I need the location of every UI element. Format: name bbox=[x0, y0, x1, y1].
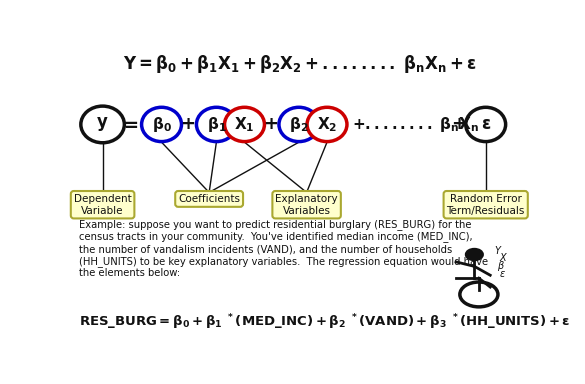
Text: $\mathbf{+}$: $\mathbf{+}$ bbox=[180, 116, 195, 133]
Text: $\mathbf{y}$: $\mathbf{y}$ bbox=[97, 116, 109, 133]
Text: $\mathbf{X_2}$: $\mathbf{X_2}$ bbox=[317, 115, 337, 134]
Ellipse shape bbox=[307, 107, 347, 142]
Ellipse shape bbox=[197, 107, 236, 142]
Text: Coefficients: Coefficients bbox=[178, 194, 240, 204]
Text: $\mathbf{\beta_0}$: $\mathbf{\beta_0}$ bbox=[152, 115, 171, 134]
Ellipse shape bbox=[81, 106, 125, 143]
Text: Example: suppose you want to predict residential burglary (RES_BURG) for the
cen: Example: suppose you want to predict res… bbox=[78, 219, 488, 278]
Text: $\mathbf{X_1}$: $\mathbf{X_1}$ bbox=[234, 115, 255, 134]
Text: $\varepsilon$: $\varepsilon$ bbox=[499, 269, 506, 279]
Text: $\mathbf{RES\_BURG = \beta_0 + \beta_1}$$\mathbf{\ ^* (MED\_INC) + \beta_2}$$\ma: $\mathbf{RES\_BURG = \beta_0 + \beta_1}$… bbox=[78, 312, 570, 332]
Text: $\mathbf{\varepsilon}$: $\mathbf{\varepsilon}$ bbox=[481, 116, 491, 133]
Text: $\mathbf{\beta_2}$: $\mathbf{\beta_2}$ bbox=[289, 115, 309, 134]
Text: Y: Y bbox=[495, 246, 501, 256]
Text: Explanatory
Variables: Explanatory Variables bbox=[276, 194, 338, 215]
Ellipse shape bbox=[279, 107, 319, 142]
Ellipse shape bbox=[225, 107, 264, 142]
Circle shape bbox=[466, 249, 483, 260]
Text: $\mathbf{=}$: $\mathbf{=}$ bbox=[121, 116, 139, 133]
Text: $\mathbf{+ ........ \ \beta_n X_n}$: $\mathbf{+ ........ \ \beta_n X_n}$ bbox=[352, 115, 480, 134]
Text: $\mathbf{+}$: $\mathbf{+}$ bbox=[451, 116, 466, 133]
Text: $\mathbf{+}$: $\mathbf{+}$ bbox=[263, 116, 278, 133]
Ellipse shape bbox=[142, 107, 181, 142]
Text: $\mathbf{Y = \beta_0 + \beta_1 X_1 + \beta_2 X_2 + ........ \ \beta_n X_n + \var: $\mathbf{Y = \beta_0 + \beta_1 X_1 + \be… bbox=[123, 53, 477, 76]
Text: $\beta$: $\beta$ bbox=[497, 259, 505, 273]
Text: X: X bbox=[499, 253, 506, 263]
Text: Random Error
Term/Residuals: Random Error Term/Residuals bbox=[446, 194, 525, 215]
Ellipse shape bbox=[466, 107, 505, 142]
Text: Dependent
Variable: Dependent Variable bbox=[74, 194, 132, 215]
Text: $\mathbf{\beta_1}$: $\mathbf{\beta_1}$ bbox=[207, 115, 226, 134]
